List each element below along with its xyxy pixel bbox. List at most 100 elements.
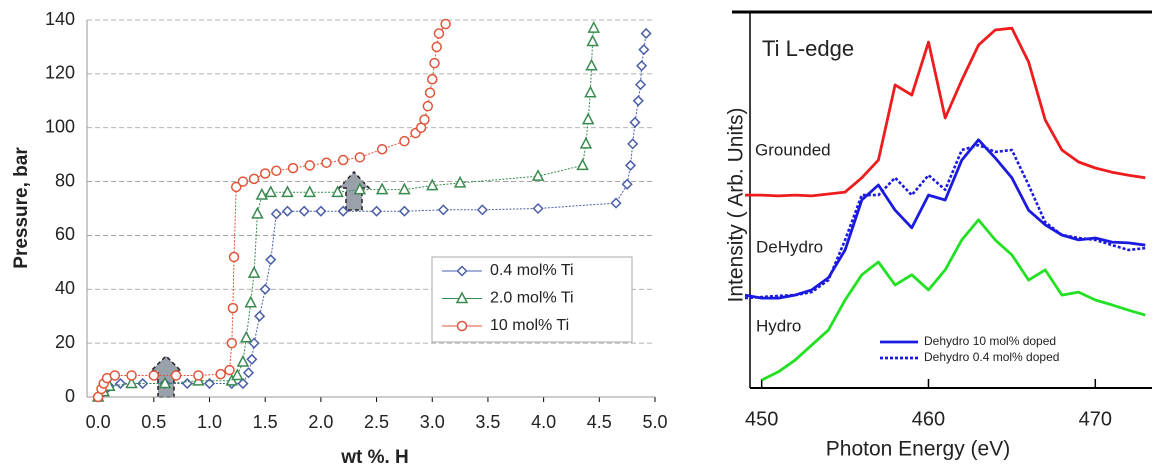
marker (632, 95, 644, 107)
marker (259, 283, 271, 295)
marker (237, 176, 249, 187)
marker (437, 204, 449, 216)
marker (231, 368, 244, 381)
y-tick-label: 80 (55, 170, 75, 190)
x-tick-label: 4.5 (587, 412, 612, 432)
series-line (744, 138, 1146, 300)
marker (399, 135, 410, 147)
marker (228, 251, 240, 263)
marker (246, 353, 258, 365)
x-tick-label: 450 (745, 408, 778, 430)
marker (629, 116, 641, 128)
marker (271, 165, 282, 177)
series-line (745, 26, 1146, 198)
annotation: Grounded (755, 140, 831, 159)
marker (248, 173, 260, 185)
x-tick-label: 4.0 (531, 412, 556, 432)
x-tick-label: 2.5 (364, 412, 389, 432)
x-tick-label: 1.0 (197, 412, 222, 432)
y-tick-label: 100 (45, 116, 75, 136)
series-line (744, 143, 1146, 300)
x-tick-label: 5.0 (642, 412, 667, 432)
marker (638, 44, 650, 56)
marker (433, 28, 445, 39)
marker (453, 175, 467, 188)
marker (624, 159, 637, 171)
marker (125, 376, 138, 389)
marker (303, 185, 316, 198)
y-tick-label: 120 (45, 63, 75, 83)
marker (304, 160, 315, 171)
marker (634, 79, 647, 91)
x-tick-label: 470 (1079, 408, 1112, 430)
marker (456, 320, 468, 332)
marker (242, 367, 255, 379)
marker (429, 57, 440, 69)
marker (193, 370, 204, 381)
marker (581, 112, 595, 125)
marker (640, 27, 652, 40)
marker (240, 330, 253, 343)
marker (158, 376, 172, 389)
marker (281, 185, 294, 198)
marker (456, 265, 468, 277)
series-line (761, 218, 1146, 382)
marker (254, 310, 266, 322)
annotation: Hydro (756, 316, 801, 335)
annotation: DeHydro (756, 237, 823, 256)
marker (398, 182, 411, 195)
marker (621, 178, 633, 190)
marker (227, 302, 239, 314)
marker (531, 169, 545, 181)
marker (354, 152, 366, 163)
marker (337, 205, 349, 217)
y-axis-label: Pressure, bar (11, 147, 32, 269)
legend-label: 0.4 mol% Ti (490, 262, 574, 279)
marker (251, 206, 264, 219)
y-tick-label: 0 (65, 386, 75, 406)
y-axis-label: Intensity ( Arb. Units) (725, 108, 748, 303)
marker (585, 58, 598, 71)
marker (584, 85, 597, 98)
x-tick-label: 3.0 (420, 412, 445, 432)
marker (431, 41, 442, 53)
annotation: Ti L-edge (762, 36, 854, 61)
marker (215, 368, 226, 380)
marker (422, 100, 434, 112)
marker (331, 185, 344, 198)
marker (627, 138, 639, 150)
marker (636, 60, 648, 72)
marker (576, 158, 589, 171)
marker (532, 202, 544, 215)
x-axis-label: wt %. H (340, 447, 409, 468)
legend-label: Dehydro 10 mol% doped (924, 334, 1056, 348)
marker (255, 187, 269, 200)
marker (170, 370, 182, 381)
x-tick-label: 460 (912, 408, 945, 430)
marker (371, 205, 383, 217)
marker (375, 182, 389, 195)
marker (148, 370, 160, 381)
marker (287, 162, 299, 174)
marker (247, 266, 261, 278)
marker (579, 136, 593, 149)
marker (237, 377, 249, 390)
marker (376, 144, 388, 155)
marker (230, 181, 242, 193)
marker (419, 114, 430, 125)
marker (298, 205, 310, 217)
y-tick-label: 140 (45, 9, 75, 29)
marker (126, 370, 137, 381)
marker (455, 291, 469, 304)
marker (226, 337, 238, 349)
marker (476, 204, 488, 216)
x-tick-label: 3.5 (475, 412, 500, 432)
marker (265, 254, 277, 266)
marker (259, 168, 271, 179)
x-tick-label: 1.5 (253, 412, 278, 432)
x-tick-label: 0.0 (86, 412, 111, 432)
marker (224, 364, 235, 376)
y-tick-label: 20 (55, 332, 75, 352)
